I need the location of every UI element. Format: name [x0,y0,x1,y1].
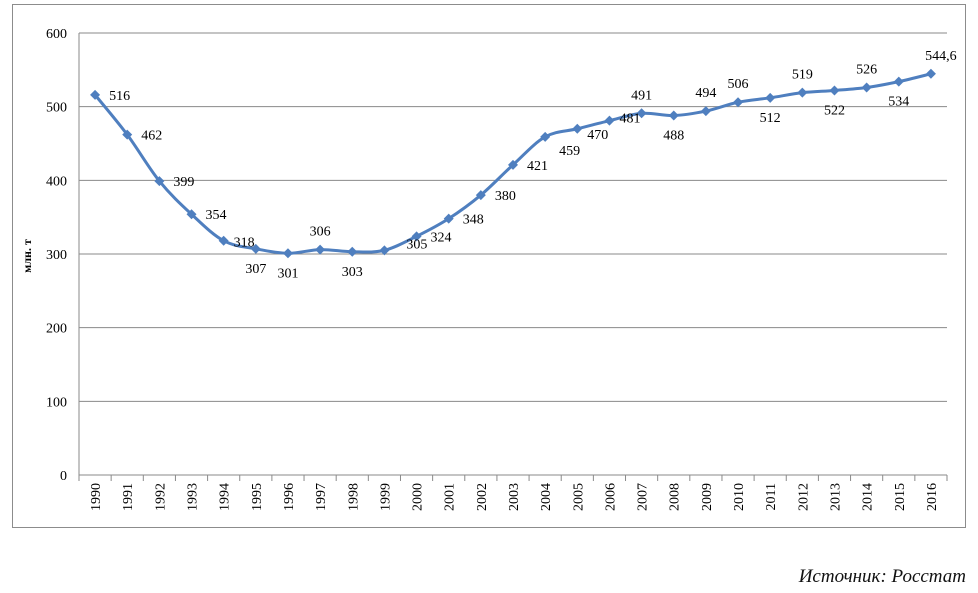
data-label: 354 [206,208,227,223]
x-tick-label: 2006 [603,483,618,511]
x-tick-label: 2002 [475,483,490,511]
data-point [379,245,390,256]
data-point [443,213,454,224]
data-point [508,159,518,170]
data-point [572,123,583,134]
data-label: 488 [663,129,684,144]
data-label: 318 [234,236,255,251]
y-tick-label: 100 [46,395,67,410]
data-label: 526 [856,63,877,78]
data-label: 462 [141,129,162,144]
data-point [540,131,551,142]
data-point [636,108,647,119]
y-tick-label: 0 [60,469,67,484]
y-tick-label: 200 [46,322,67,337]
x-tick-label: 2011 [764,483,779,510]
data-point [186,209,197,220]
x-tick-label: 1990 [89,483,104,511]
data-label: 481 [619,112,640,127]
data-point [797,87,808,98]
data-label: 512 [760,111,781,126]
data-point [700,106,711,117]
x-tick-label: 1999 [378,483,393,511]
line-chart: 0 100 200 300 400 500 600 1990 1991 1992 1993 1994 1… [20,27,957,511]
data-label: 306 [310,225,331,240]
data-point [411,231,422,242]
y-tick-label: 300 [46,248,67,263]
x-tick-label: 1994 [218,483,233,511]
data-label: 303 [342,265,363,280]
data-point [861,82,872,93]
data-label: 305 [406,237,427,252]
data-label: 519 [792,68,813,83]
data-point [90,89,101,100]
x-tick-label: 2000 [411,483,426,511]
x-tick-label: 1993 [186,483,201,511]
data-point [893,76,904,87]
x-tick-label: 2013 [828,483,843,511]
data-point [925,68,936,79]
data-label: 522 [824,103,845,118]
x-tick-label: 2015 [893,483,908,511]
chart-frame: 0 100 200 300 400 500 600 1990 1991 1992 1993 1994 1… [12,4,966,528]
x-tick-label: 1992 [153,483,168,511]
data-point [475,190,486,201]
data-label: 301 [277,266,298,281]
data-label: 494 [695,86,716,101]
y-axis-label: млн. т [20,239,34,273]
data-label: 470 [587,128,608,143]
data-label: 324 [431,230,452,245]
x-tick-label: 2003 [507,483,522,511]
data-label: 348 [463,213,484,228]
data-label: 307 [245,262,266,277]
x-tick-label: 1998 [346,483,361,511]
y-tick-label: 600 [46,27,67,42]
x-tick-label: 2005 [571,483,586,511]
data-label: 459 [559,144,580,159]
data-label: 534 [888,95,909,110]
data-point [829,85,840,96]
x-tick-label: 2004 [539,483,554,511]
x-tick-label: 2012 [796,483,811,511]
data-point [733,97,744,108]
x-tick-label: 1997 [314,483,329,511]
data-point [315,244,326,255]
y-tick-label: 400 [46,174,67,189]
data-label: 421 [527,159,548,174]
x-tick-label: 2014 [861,483,876,511]
x-tick-label: 2016 [925,483,940,511]
data-point [347,246,358,257]
data-label: 506 [728,77,749,92]
x-tick-label: 1995 [250,483,265,511]
x-tick-label: 2008 [668,483,683,511]
x-tick-label: 2009 [700,483,715,511]
data-label: 544,6 [925,49,957,64]
x-tick-label: 2010 [732,483,747,511]
data-point [154,176,165,187]
data-label: 399 [173,175,194,190]
source-note: Источник: Росстат [798,566,966,587]
y-tick-label: 500 [46,101,67,116]
data-label: 491 [631,88,652,103]
data-point [250,243,261,254]
data-point [604,115,615,126]
x-tick-label: 1991 [121,483,136,511]
x-tick-label: 2007 [636,483,651,511]
data-point [282,248,293,259]
data-label: 380 [495,189,516,204]
data-label: 516 [109,89,130,104]
data-point [668,110,679,121]
data-point [122,129,133,140]
data-point [218,235,229,246]
x-tick-label: 1996 [282,483,297,511]
data-point [765,92,776,103]
x-tick-label: 2001 [443,483,458,511]
